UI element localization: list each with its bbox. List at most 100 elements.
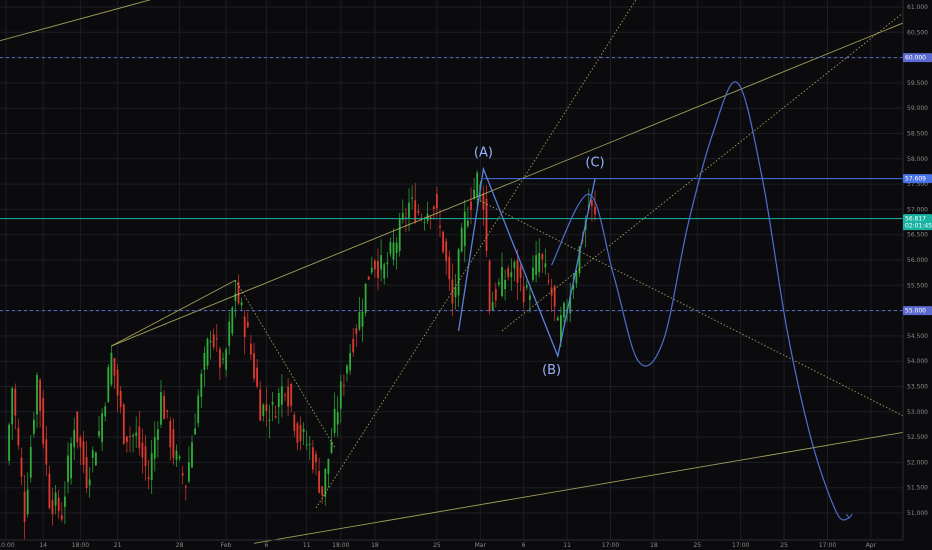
candle-body <box>349 353 351 371</box>
candle-body <box>250 343 252 355</box>
candle-body <box>420 217 423 219</box>
candle-body <box>20 457 23 477</box>
candle-body <box>197 395 200 424</box>
y-tick-label: 57.500 <box>907 181 928 188</box>
candle-body <box>274 416 277 418</box>
candle-body <box>569 296 572 314</box>
candle-body <box>578 246 581 274</box>
candle-body <box>315 454 317 463</box>
candle-body <box>160 392 162 425</box>
candle-body <box>79 437 82 448</box>
candle-body <box>287 386 289 407</box>
candle-body <box>82 441 85 465</box>
y-tick-label: 59.000 <box>907 105 928 112</box>
candle-body <box>594 206 596 215</box>
candle-body <box>200 373 203 397</box>
price-badge <box>903 174 932 184</box>
y-tick-label: 58.500 <box>907 131 928 138</box>
x-tick-label: 6 <box>522 542 526 549</box>
forecast-curve <box>551 81 850 521</box>
y-tick-label: 57.000 <box>907 206 928 213</box>
candle-body <box>122 404 125 444</box>
wave-label: (B) <box>542 363 561 378</box>
candle-body <box>253 353 255 379</box>
candle-body <box>364 283 367 313</box>
candle-body <box>513 261 516 269</box>
candle-body <box>101 413 103 443</box>
candle-body <box>383 264 386 279</box>
candle-body <box>144 446 147 467</box>
candle-body <box>126 436 128 443</box>
price-axis[interactable] <box>903 0 932 550</box>
y-tick-label: 53.000 <box>907 409 928 416</box>
elliott-wave <box>457 81 853 521</box>
candle-body <box>215 338 218 340</box>
candle-body <box>476 172 479 197</box>
x-tick-label: 18:00 <box>72 542 89 549</box>
candle-body <box>343 384 345 386</box>
candle-body <box>318 471 320 493</box>
candle-body <box>380 255 382 270</box>
candle-body <box>268 419 271 421</box>
candle-body <box>60 515 63 520</box>
candle-body <box>510 272 513 278</box>
trend-line <box>111 279 236 347</box>
candle-body <box>321 486 324 496</box>
candle-body <box>243 316 246 338</box>
candle-body <box>191 442 193 468</box>
y-tick-label: 56.500 <box>907 232 928 239</box>
candle-body <box>228 321 231 346</box>
x-axis-ticks[interactable]: 10:00 14 18:00 21 28 Feb 6 11 18:00 18 25 Mar 6 11 17:… <box>0 542 877 549</box>
candle-body <box>544 263 547 268</box>
candle-body <box>8 424 10 462</box>
x-tick-label: 6 <box>264 542 268 549</box>
candle-body <box>538 253 541 273</box>
x-tick-label: 10:00 <box>0 542 15 549</box>
candle-body <box>265 404 268 412</box>
candle-body <box>507 268 510 278</box>
candle-body <box>256 367 258 387</box>
candle-body <box>405 217 407 219</box>
candle-body <box>302 428 305 432</box>
y-axis-ticks: 51.000 51.500 52.000 52.500 53.000 53.500 54.0… <box>907 4 928 517</box>
candle-body <box>501 267 503 297</box>
y-tick-label: 52.500 <box>907 434 928 441</box>
candle-body <box>401 212 404 220</box>
candle-body <box>76 411 79 443</box>
x-tick-label: Feb <box>221 542 232 549</box>
price-badge <box>903 214 932 231</box>
candle-body <box>107 367 110 403</box>
candle-body <box>29 446 32 478</box>
candle-body <box>39 379 41 411</box>
candle-body <box>553 285 556 307</box>
x-tick-label: 21 <box>114 542 122 549</box>
x-tick-label: 18 <box>371 542 379 549</box>
y-tick-label: 55.500 <box>907 282 928 289</box>
candle-body <box>42 397 45 445</box>
candle-body <box>560 315 562 342</box>
x-tick-label: 25 <box>780 542 788 549</box>
candle-body <box>157 429 159 441</box>
candle-body <box>439 225 441 228</box>
candle-body <box>324 468 327 497</box>
candle-body <box>88 479 91 486</box>
candle-body <box>51 499 54 515</box>
x-tick-label: 17:00 <box>819 542 836 549</box>
candle-body <box>178 456 181 459</box>
y-tick-label: 58.000 <box>907 156 928 163</box>
candle-body <box>45 439 48 465</box>
candle-body <box>367 276 370 280</box>
candle-body <box>281 386 283 405</box>
candle-body <box>516 260 519 283</box>
wave-label: (A) <box>474 145 493 160</box>
candle-body <box>305 444 308 446</box>
candle-body <box>91 450 94 458</box>
candle-body <box>330 441 333 453</box>
y-tick-label: 61.000 <box>907 4 928 11</box>
y-tick-label: 54.000 <box>907 358 928 365</box>
price-badge <box>903 306 932 316</box>
y-tick-label: 59.500 <box>907 80 928 87</box>
candle-body <box>432 206 435 210</box>
